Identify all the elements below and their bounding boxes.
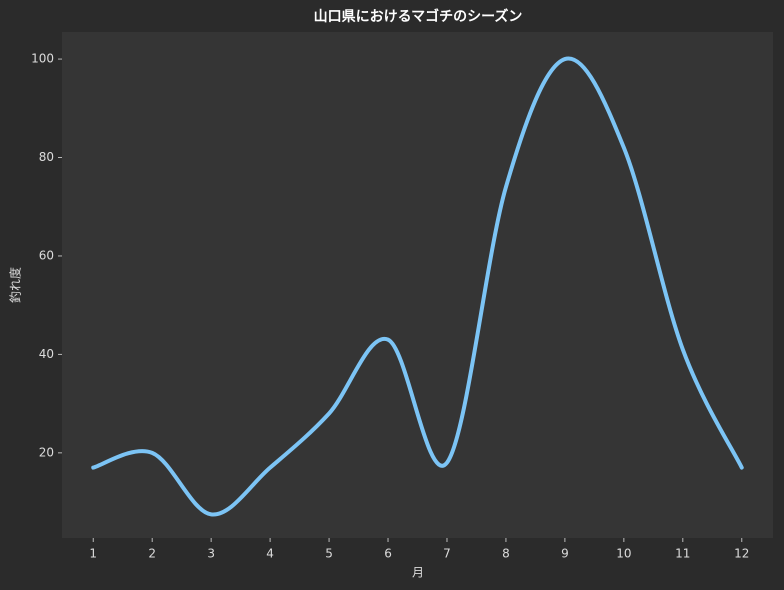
x-tick-label: 5 bbox=[325, 547, 333, 561]
x-tick-label: 1 bbox=[89, 547, 97, 561]
y-tick-label: 80 bbox=[39, 150, 54, 164]
x-tick-label: 4 bbox=[266, 547, 274, 561]
x-tick-label: 8 bbox=[502, 547, 510, 561]
x-tick-label: 9 bbox=[561, 547, 569, 561]
x-tick-label: 11 bbox=[675, 547, 690, 561]
plot-area bbox=[62, 32, 773, 538]
x-tick-label: 6 bbox=[384, 547, 392, 561]
y-tick-label: 40 bbox=[39, 347, 54, 361]
x-tick-label: 3 bbox=[207, 547, 215, 561]
line bbox=[91, 56, 744, 517]
x-tick-label: 7 bbox=[443, 547, 451, 561]
chart-title: 山口県におけるマゴチのシーズン bbox=[314, 8, 523, 25]
y-tick-label: 60 bbox=[39, 248, 54, 262]
y-tick-label: 100 bbox=[31, 52, 54, 66]
x-tick-label: 2 bbox=[148, 547, 156, 561]
x-tick-label: 10 bbox=[616, 547, 631, 561]
x-axis-label: 月 bbox=[412, 566, 424, 580]
y-tick-label: 20 bbox=[39, 445, 54, 459]
y-axis-label: 釣れ度 bbox=[8, 267, 23, 303]
x-tick-label: 12 bbox=[734, 547, 749, 561]
